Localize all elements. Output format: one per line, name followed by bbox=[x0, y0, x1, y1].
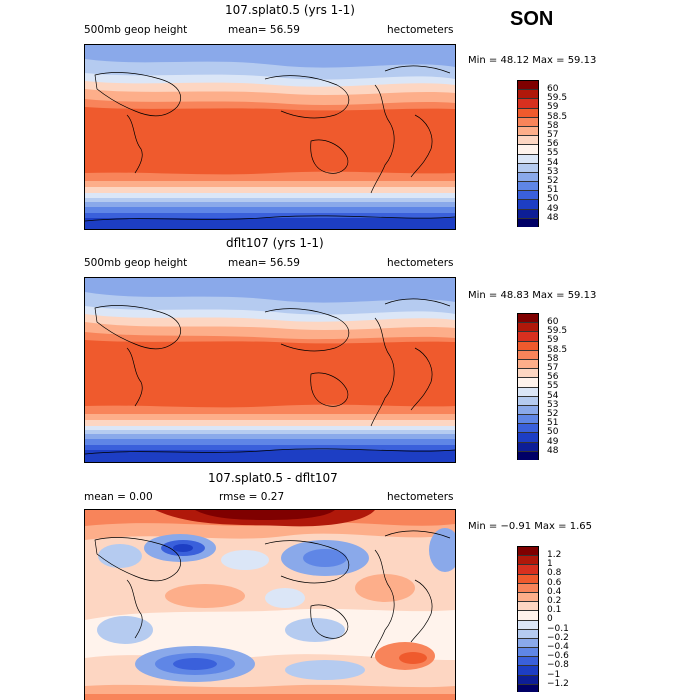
season-label: SON bbox=[510, 8, 554, 30]
panel-2-colorbar bbox=[517, 313, 539, 460]
panel-3-contour-map bbox=[85, 510, 455, 700]
panel-1-minmax: Min = 48.12 Max = 59.13 bbox=[468, 55, 597, 66]
panel-3-title: 107.splat0.5 - dflt107 bbox=[208, 471, 338, 485]
panel-3-units: hectometers bbox=[387, 491, 454, 503]
panel-3-map bbox=[84, 509, 456, 700]
panel-1-map bbox=[84, 44, 456, 230]
panel-2-units: hectometers bbox=[387, 257, 454, 269]
panel-2-contour-map bbox=[85, 278, 455, 462]
panel-3-rmse: rmse = 0.27 bbox=[219, 491, 285, 503]
panel-2-minmax: Min = 48.83 Max = 59.13 bbox=[468, 290, 597, 301]
panel-1-title: 107.splat0.5 (yrs 1-1) bbox=[225, 3, 355, 17]
panel-1-colorbar bbox=[517, 80, 539, 227]
panel-1-contour-map bbox=[85, 45, 455, 229]
panel-3-mean: mean = 0.00 bbox=[84, 491, 153, 503]
panel-1-mean: mean= 56.59 bbox=[228, 24, 300, 36]
panel-2-map bbox=[84, 277, 456, 463]
panel-2-mean: mean= 56.59 bbox=[228, 257, 300, 269]
panel-1-field-label: 500mb geop height bbox=[84, 24, 188, 36]
panel-2-title: dflt107 (yrs 1-1) bbox=[226, 236, 324, 250]
panel-3-colorbar bbox=[517, 546, 539, 692]
panel-3-minmax: Min = −0.91 Max = 1.65 bbox=[468, 521, 592, 532]
panel-1-units: hectometers bbox=[387, 24, 454, 36]
panel-2-field-label: 500mb geop height bbox=[84, 257, 188, 269]
